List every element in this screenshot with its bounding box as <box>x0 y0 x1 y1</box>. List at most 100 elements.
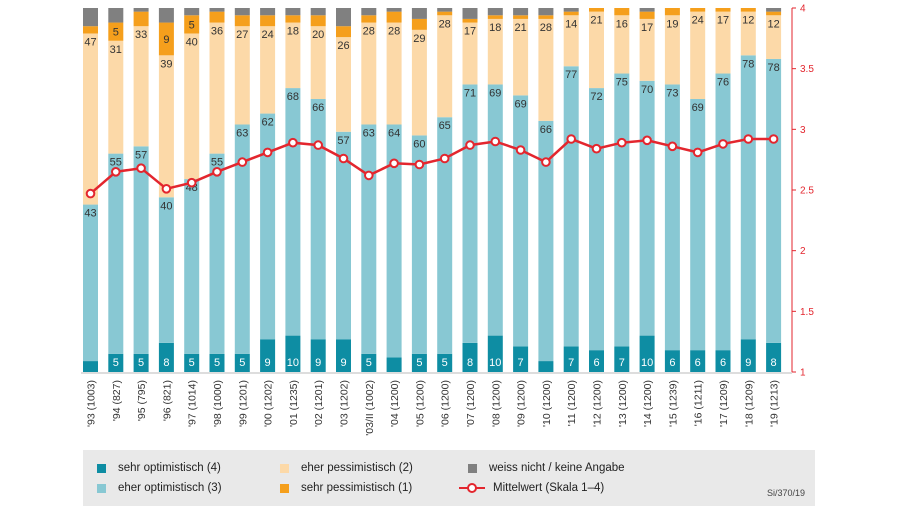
data-label: 55 <box>211 157 223 169</box>
bar-segment <box>563 8 579 12</box>
bar-segment <box>361 15 377 23</box>
bar-segment <box>285 88 301 336</box>
bar-segment <box>740 339 756 372</box>
right-axis-tick-label: 3.5 <box>800 64 814 75</box>
data-label: 7 <box>619 357 625 369</box>
bar-segment <box>310 8 326 16</box>
bar-segment <box>158 22 174 56</box>
legend-label: sehr optimistisch (4) <box>118 462 221 474</box>
data-label: 20 <box>312 29 324 41</box>
bar-segment <box>563 66 579 347</box>
bar-segment <box>411 29 427 136</box>
data-label: 8 <box>163 357 169 369</box>
bar-segment <box>336 131 351 340</box>
bar-segment <box>411 8 427 19</box>
legend-label: eher pessimistisch (2) <box>301 462 413 474</box>
data-label: 5 <box>189 357 195 369</box>
bar-segment <box>260 339 276 372</box>
x-tick-label: '17 (1209) <box>718 380 730 427</box>
x-tick-label: '19 (1213) <box>769 380 781 427</box>
data-label: 7 <box>518 357 524 369</box>
data-label: 10 <box>641 357 653 369</box>
data-label: 6 <box>669 357 675 369</box>
data-label: 6 <box>695 357 701 369</box>
bar-segment <box>411 353 427 372</box>
x-tick-label: '04 (1200) <box>389 380 401 427</box>
bar-segment <box>83 33 98 205</box>
right-axis-tick-label: 2.5 <box>800 186 814 197</box>
data-label: 5 <box>189 19 195 31</box>
bar-segment <box>285 15 301 23</box>
data-label: 5 <box>214 357 220 369</box>
bar-segment <box>639 335 655 372</box>
data-label: 28 <box>388 26 400 38</box>
bar-segment <box>184 15 200 34</box>
bar-segment <box>614 73 630 347</box>
bar-segment <box>234 124 250 354</box>
legend-item-eher-pessimistisch: eher pessimistisch (2) <box>280 462 413 474</box>
bar-segment <box>209 22 225 154</box>
x-tick-label: '05 (1200) <box>414 380 426 427</box>
mean-point <box>566 134 577 144</box>
legend-label: eher optimistisch (3) <box>118 482 222 494</box>
bar-segment <box>690 99 706 351</box>
bar-segment <box>614 15 630 74</box>
data-label: 24 <box>692 15 704 27</box>
legend-line-marker <box>459 483 485 493</box>
bar-segment <box>664 84 680 351</box>
data-label: 21 <box>514 22 526 34</box>
bar-segment <box>184 8 200 16</box>
data-label: 10 <box>287 357 299 369</box>
legend-item-sehr-optimistisch: sehr optimistisch (4) <box>97 462 221 474</box>
data-label: 40 <box>160 200 172 212</box>
bar-segment <box>158 8 174 23</box>
data-label: 73 <box>666 87 678 99</box>
bar-segment <box>386 124 402 358</box>
bar-segment <box>538 361 554 372</box>
data-label: 8 <box>771 357 777 369</box>
bar-segment <box>589 88 604 351</box>
bar-segment <box>260 8 276 16</box>
data-label: 21 <box>590 15 602 27</box>
bar-segment <box>260 26 276 114</box>
data-label: 5 <box>138 357 144 369</box>
data-label: 18 <box>287 26 299 38</box>
bar-segment <box>209 353 225 372</box>
bar-segment <box>133 353 149 372</box>
data-label: 7 <box>568 357 574 369</box>
bar-segment <box>336 37 351 132</box>
data-label: 9 <box>745 357 751 369</box>
bar-segment <box>690 11 706 100</box>
data-label: 31 <box>110 44 122 56</box>
data-label: 18 <box>489 22 501 34</box>
bar-segment <box>462 22 478 85</box>
bar-segment <box>386 357 402 372</box>
data-label: 5 <box>239 357 245 369</box>
bar-segment <box>589 8 604 12</box>
data-label: 70 <box>641 84 653 96</box>
mean-point <box>541 157 551 167</box>
x-tick-label: '03/II (1002) <box>364 380 376 436</box>
data-label: 5 <box>366 357 372 369</box>
bar-segment <box>437 8 453 12</box>
mean-point <box>237 157 248 167</box>
mean-point <box>389 158 399 169</box>
bar-segment <box>563 346 579 372</box>
bar-segment <box>487 335 503 372</box>
mean-point <box>743 134 754 144</box>
bar-segment <box>285 22 301 89</box>
bar-segment <box>766 58 782 343</box>
bar-segment <box>437 15 453 118</box>
bar-segment <box>158 197 174 343</box>
mean-point <box>338 153 349 164</box>
bar-segment <box>639 18 655 81</box>
x-tick-label: '06 (1200) <box>440 380 452 427</box>
x-tick-label: '93 (1003) <box>86 380 98 427</box>
data-label: 9 <box>340 357 346 369</box>
right-axis-tick-label: 1 <box>800 368 806 379</box>
data-label: 76 <box>717 77 729 89</box>
bar-segment <box>310 339 326 372</box>
bar-segment <box>639 80 655 336</box>
data-label: 5 <box>113 27 119 39</box>
